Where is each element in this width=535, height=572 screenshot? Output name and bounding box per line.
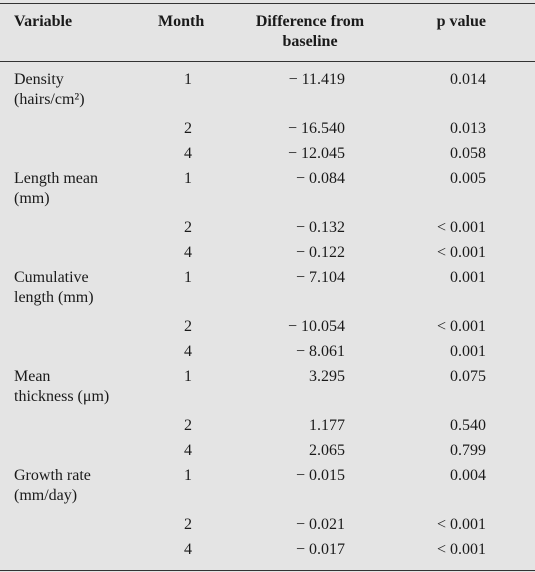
- variable-label: Length mean: [14, 170, 98, 187]
- month-cell: 1: [184, 71, 192, 88]
- p-value-cell: 0.013: [450, 120, 486, 137]
- variable-label: Cumulative: [14, 269, 89, 286]
- month-cell: 1: [184, 368, 192, 385]
- difference-cell: − 7.104: [295, 269, 345, 286]
- month-cell: 4: [184, 244, 192, 261]
- month-cell: 2: [184, 219, 192, 236]
- p-value-cell: < 0.001: [436, 516, 486, 533]
- header-cell: p value: [436, 13, 486, 30]
- top-rule: [0, 3, 535, 4]
- difference-cell: − 11.419: [288, 71, 345, 88]
- p-value-cell: 0.540: [450, 417, 486, 434]
- variable-label: length (mm): [14, 289, 94, 306]
- difference-cell: − 0.015: [295, 467, 345, 484]
- p-value-cell: 0.001: [450, 269, 486, 286]
- p-value-cell: 0.014: [450, 71, 486, 88]
- variable-label: (mm): [14, 190, 50, 207]
- p-value-cell: < 0.001: [436, 244, 486, 261]
- header-rule: [0, 61, 535, 62]
- month-cell: 2: [184, 417, 192, 434]
- p-value-cell: 0.004: [450, 467, 486, 484]
- p-value-cell: < 0.001: [436, 318, 486, 335]
- month-cell: 1: [184, 170, 192, 187]
- difference-cell: − 16.540: [287, 120, 345, 137]
- month-cell: 4: [184, 541, 192, 558]
- p-value-cell: 0.001: [450, 343, 486, 360]
- month-cell: 4: [184, 343, 192, 360]
- month-cell: 4: [184, 145, 192, 162]
- header-cell: Variable: [14, 13, 73, 30]
- difference-cell: − 8.061: [295, 343, 345, 360]
- variable-label: (mm/day): [14, 487, 78, 504]
- month-cell: 1: [184, 467, 192, 484]
- p-value-cell: < 0.001: [436, 219, 486, 236]
- month-cell: 2: [184, 318, 192, 335]
- month-cell: 1: [184, 269, 192, 286]
- bottom-rule: [0, 570, 535, 571]
- month-cell: 2: [184, 120, 192, 137]
- month-cell: 2: [184, 516, 192, 533]
- p-value-cell: < 0.001: [436, 541, 486, 558]
- difference-cell: − 0.084: [295, 170, 345, 187]
- p-value-cell: 0.058: [450, 145, 486, 162]
- header-cell: Difference from baseline: [255, 13, 365, 50]
- variable-label: thickness (μm): [14, 388, 110, 405]
- variable-label: (hairs/cm²): [14, 91, 85, 108]
- difference-cell: − 0.021: [295, 516, 345, 533]
- variable-label: Growth rate: [14, 467, 91, 484]
- difference-cell: − 0.017: [295, 541, 345, 558]
- p-value-cell: 0.799: [450, 442, 486, 459]
- difference-cell: − 12.045: [287, 145, 345, 162]
- difference-cell: − 10.054: [287, 318, 345, 335]
- difference-cell: − 0.132: [295, 219, 345, 236]
- difference-cell: 1.177: [309, 417, 345, 434]
- p-value-cell: 0.005: [450, 170, 486, 187]
- difference-cell: 2.065: [309, 442, 345, 459]
- variable-label: Density: [14, 71, 64, 88]
- variable-label: Mean: [14, 368, 51, 385]
- header-cell: Month: [158, 13, 205, 30]
- difference-cell: 3.295: [309, 368, 345, 385]
- p-value-cell: 0.075: [450, 368, 486, 385]
- month-cell: 4: [184, 442, 192, 459]
- difference-cell: − 0.122: [295, 244, 345, 261]
